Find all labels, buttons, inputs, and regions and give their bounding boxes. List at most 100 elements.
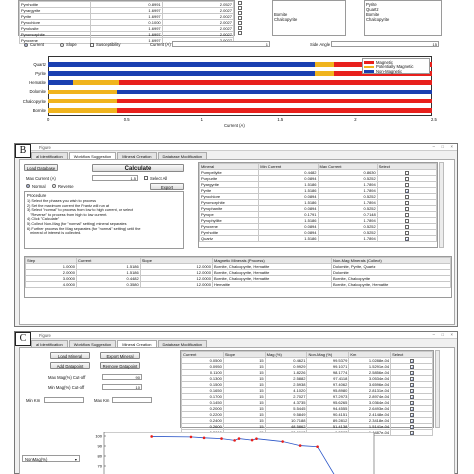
- data-point[interactable]: [281, 440, 284, 443]
- row-checkbox[interactable]: [409, 382, 414, 387]
- row-checkbox[interactable]: [404, 212, 409, 217]
- row-checkbox[interactable]: [404, 194, 409, 199]
- tab-database[interactable]: Database Modification: [157, 340, 208, 347]
- table-row[interactable]: Quartz 1.5186 1.7894: [198, 235, 438, 242]
- close-icon[interactable]: ×: [450, 144, 453, 149]
- row-checkbox[interactable]: [404, 218, 409, 223]
- row-checkbox[interactable]: [404, 200, 409, 205]
- row-checkbox[interactable]: [238, 0, 242, 5]
- select-column[interactable]: [236, 0, 248, 36]
- list-item[interactable]: Pyrite: [366, 2, 377, 7]
- susceptibility-checkbox[interactable]: [90, 43, 94, 47]
- row-checkbox[interactable]: [238, 16, 242, 21]
- max-km-field[interactable]: [112, 397, 152, 403]
- row-checkbox[interactable]: [404, 236, 409, 241]
- maximize-icon[interactable]: □: [441, 332, 444, 337]
- load-mineral-button[interactable]: Load Mineral: [50, 352, 90, 359]
- list-item[interactable]: Bornite: [366, 12, 380, 17]
- min-km-field[interactable]: [44, 397, 84, 403]
- minimize-icon[interactable]: –: [432, 332, 435, 337]
- list-item[interactable]: Chalcopyrite: [366, 17, 390, 22]
- data-point[interactable]: [189, 435, 193, 439]
- export-button[interactable]: Export: [150, 183, 184, 190]
- side-angle-field[interactable]: 15: [331, 41, 439, 47]
- maximize-icon[interactable]: □: [441, 144, 444, 149]
- y-axis-dropdown[interactable]: NonMag(%) ▾: [22, 455, 80, 462]
- select-cell[interactable]: [376, 235, 438, 242]
- select-cell[interactable]: [390, 429, 433, 436]
- list-item[interactable]: Quartz: [366, 7, 379, 12]
- mineral-current-table[interactable]: Pyrrhotite 0.8991 2.0527 Pyrargyrite 1.6997 2…: [18, 0, 235, 44]
- tab-database[interactable]: Database Modification: [157, 152, 208, 159]
- scrollbar[interactable]: [439, 162, 444, 248]
- row-checkbox[interactable]: [409, 388, 414, 393]
- row-checkbox[interactable]: [404, 170, 409, 175]
- minimize-icon[interactable]: –: [432, 144, 435, 149]
- row-checkbox[interactable]: [409, 400, 414, 405]
- tab-identification[interactable]: al Identification: [31, 340, 68, 347]
- list-item[interactable]: Chalcopyrite: [274, 17, 298, 22]
- data-point[interactable]: [233, 439, 236, 442]
- data-point[interactable]: [237, 437, 241, 440]
- add-datapoint-button[interactable]: Add Datapoint: [50, 362, 90, 369]
- table-row[interactable]: 0.2000 15 5.5445 94.4555 2.6493e-04: [181, 405, 433, 412]
- non-magnetic-list[interactable]: Pyrite Quartz Bornite Chalcopyrite: [364, 0, 442, 36]
- row-checkbox[interactable]: [409, 358, 414, 363]
- row-checkbox[interactable]: [404, 230, 409, 235]
- mineral-table[interactable]: Mineral Min Current Max Current Select Pumpe…: [198, 162, 438, 248]
- row-checkbox[interactable]: [404, 188, 409, 193]
- data-point[interactable]: [220, 437, 223, 440]
- list-item[interactable]: Bornite: [274, 12, 288, 17]
- tab-identification[interactable]: al Identification: [31, 152, 68, 159]
- row-checkbox[interactable]: [404, 182, 409, 187]
- row-checkbox[interactable]: [409, 412, 414, 417]
- row-checkbox[interactable]: [409, 430, 414, 435]
- row-checkbox[interactable]: [409, 418, 414, 423]
- data-point[interactable]: [250, 438, 254, 442]
- data-point[interactable]: [255, 437, 258, 440]
- table-row[interactable]: Pyrophyllite 1.5186 1.7894: [198, 217, 438, 224]
- tab-mineral-creation[interactable]: Mineral Creation: [117, 340, 157, 347]
- select-all-checkbox[interactable]: [144, 176, 148, 180]
- calculate-button[interactable]: Calculate: [92, 164, 184, 172]
- table-row[interactable]: Pyrochlore 0.0894 0.5252: [198, 193, 438, 200]
- data-point[interactable]: [316, 445, 319, 449]
- row-checkbox[interactable]: [409, 364, 414, 369]
- table-row[interactable]: 0.1450 15 4.3735 95.6265 3.0364e-04: [181, 399, 433, 406]
- workflow-steps-table[interactable]: Step Current Slope Magnetic Minerals (Proce…: [24, 256, 452, 298]
- row-checkbox[interactable]: [409, 370, 414, 375]
- export-mineral-button[interactable]: Export Mineral: [100, 352, 140, 359]
- data-point[interactable]: [298, 444, 302, 447]
- row-checkbox[interactable]: [238, 5, 242, 10]
- load-database-button[interactable]: Load Database: [24, 164, 58, 171]
- normal-radio[interactable]: [26, 184, 30, 188]
- row-checkbox[interactable]: [404, 206, 409, 211]
- row-checkbox[interactable]: [404, 176, 409, 181]
- datapoint-table[interactable]: Current Slope Mag (%) Non-Mag (%) Km Select 0.…: [180, 350, 434, 436]
- row-checkbox[interactable]: [238, 11, 242, 15]
- row-checkbox[interactable]: [409, 394, 414, 399]
- row-checkbox[interactable]: [409, 376, 414, 381]
- row-checkbox[interactable]: [238, 26, 242, 31]
- min-mag-cutoff-field[interactable]: 10: [102, 384, 142, 390]
- data-point[interactable]: [202, 436, 206, 440]
- current-amp-field[interactable]: 1: [172, 41, 270, 47]
- max-current-field[interactable]: 1.5: [92, 175, 138, 181]
- row-checkbox[interactable]: [409, 406, 414, 411]
- current-radio[interactable]: [24, 43, 28, 47]
- row-checkbox[interactable]: [404, 224, 409, 229]
- slope-radio[interactable]: [60, 43, 64, 47]
- reverse-radio[interactable]: [52, 184, 56, 188]
- row-checkbox[interactable]: [238, 21, 242, 26]
- magnetic-list[interactable]: Bornite Chalcopyrite: [272, 0, 346, 36]
- row-checkbox[interactable]: [238, 31, 242, 36]
- tab-workflow[interactable]: Workflow Suggestion: [68, 340, 117, 347]
- close-icon[interactable]: ×: [450, 332, 453, 337]
- remove-datapoint-button[interactable]: Remove Datapoint: [100, 362, 140, 369]
- row-checkbox[interactable]: [409, 424, 414, 429]
- data-point[interactable]: [150, 435, 153, 438]
- table-row[interactable]: 0.2600 15 48.5862 51.4138 1.5141e-04: [181, 423, 433, 430]
- scrollbar[interactable]: [435, 350, 440, 428]
- max-mag-cutoff-field[interactable]: 90: [102, 374, 142, 380]
- table-row[interactable]: 4.0000 0.3580 12.0000 Hematite Bornite, Chal…: [25, 281, 451, 288]
